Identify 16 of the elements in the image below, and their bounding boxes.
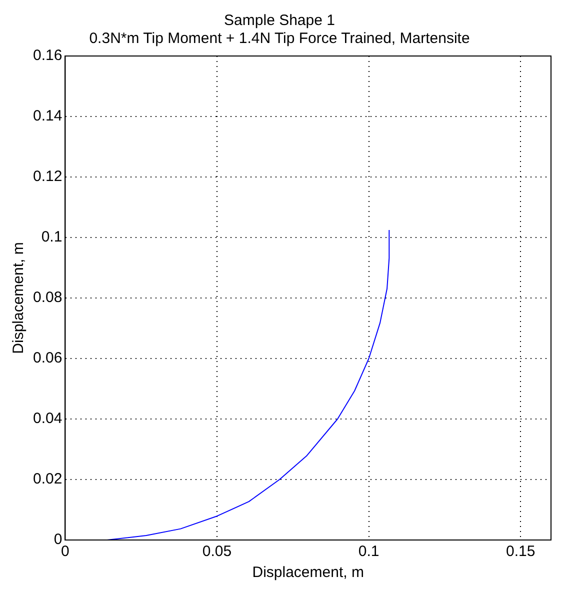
y-axis-title: Displacement, m xyxy=(10,242,28,354)
x-axis-title: Displacement, m xyxy=(252,564,364,582)
y-tick-label: 0.04 xyxy=(32,410,62,428)
x-tick-label: 0.1 xyxy=(358,543,380,560)
y-tick-label: 0.08 xyxy=(32,289,62,306)
y-tick-label: 0.1 xyxy=(41,228,62,246)
y-tick-label: 0.02 xyxy=(32,470,62,488)
y-tick-label: 0 xyxy=(54,531,62,548)
y-tick-label: 0.16 xyxy=(32,47,62,64)
x-tick-label: 0.05 xyxy=(202,543,232,560)
y-tick-label: 0.06 xyxy=(32,350,62,367)
y-tick-label: 0.12 xyxy=(32,168,62,186)
chart-subtitle: 0.3N*m Tip Moment + 1.4N Tip Force Trained, Martensite xyxy=(89,30,470,48)
x-tick-label: 0.15 xyxy=(506,543,536,560)
y-tick-label: 0.14 xyxy=(32,108,62,125)
chart-title: Sample Shape 1 xyxy=(224,12,335,30)
